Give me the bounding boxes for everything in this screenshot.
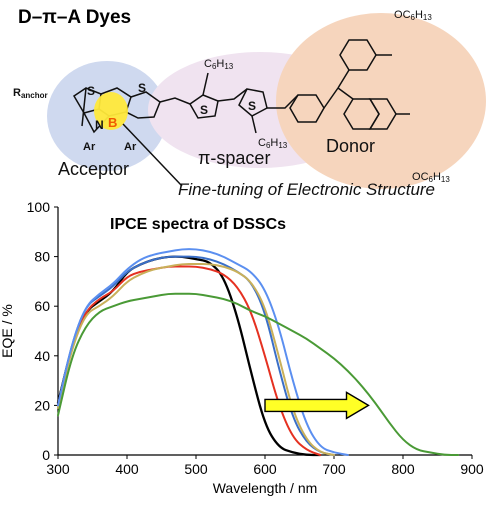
n-label: N <box>95 118 104 132</box>
boron-highlight <box>94 92 128 130</box>
series-line-6 <box>57 292 460 457</box>
x-axis-label: Wavelength / nm <box>213 480 318 496</box>
x-tick-label: 900 <box>460 461 484 477</box>
s-label-2: S <box>138 81 146 95</box>
series-line-1 <box>56 255 322 457</box>
c6h13-bottom-label: C6H13 <box>258 137 288 150</box>
y-axis-label: EQE / % <box>0 304 15 358</box>
ar-right-label: Ar <box>124 141 137 153</box>
x-tick-label: 400 <box>115 461 139 477</box>
chart-title: IPCE spectra of DSSCs <box>110 216 286 233</box>
acceptor-label: Acceptor <box>58 159 129 179</box>
spacer-label: π-spacer <box>198 148 270 168</box>
figure-title: D–π–A Dyes <box>18 7 131 28</box>
fine-tuning-annotation: Fine-tuning of Electronic Structure <box>178 180 435 199</box>
series-line-4 <box>57 263 335 456</box>
b-label: B <box>108 115 117 130</box>
annotation-line <box>122 123 183 187</box>
s-label-4: S <box>248 99 256 113</box>
donor-bubble <box>276 13 486 189</box>
y-tick-label: 20 <box>34 397 50 413</box>
series-line-5 <box>57 248 349 456</box>
donor-label: Donor <box>326 136 375 156</box>
shift-arrow <box>264 391 370 420</box>
y-tick-label: 0 <box>42 447 50 463</box>
oc6h13-top-label: OC6H13 <box>394 9 432 22</box>
y-tick-label: 60 <box>34 298 50 314</box>
oc6h13-bottom-label: OC6H13 <box>412 171 450 184</box>
ar-left-label: Ar <box>83 141 96 153</box>
r-anchor-label: Ranchor <box>13 87 48 100</box>
x-tick-label: 700 <box>322 461 346 477</box>
x-tick-label: 800 <box>391 461 415 477</box>
c6h13-top-label: C6H13 <box>204 58 234 71</box>
series-line-3 <box>57 255 335 456</box>
s-label-1: S <box>87 84 95 98</box>
y-tick-label: 40 <box>34 348 50 364</box>
x-tick-label: 500 <box>184 461 208 477</box>
y-tick-label: 80 <box>34 249 50 265</box>
s-label-3: S <box>200 103 208 117</box>
y-tick-label: 100 <box>27 199 51 215</box>
ipce-chart: 300 400 500 600 700 800 900 0 20 40 60 80 100 Wavelen… <box>0 199 484 496</box>
x-tick-label: 600 <box>253 461 277 477</box>
x-tick-label: 300 <box>46 461 70 477</box>
